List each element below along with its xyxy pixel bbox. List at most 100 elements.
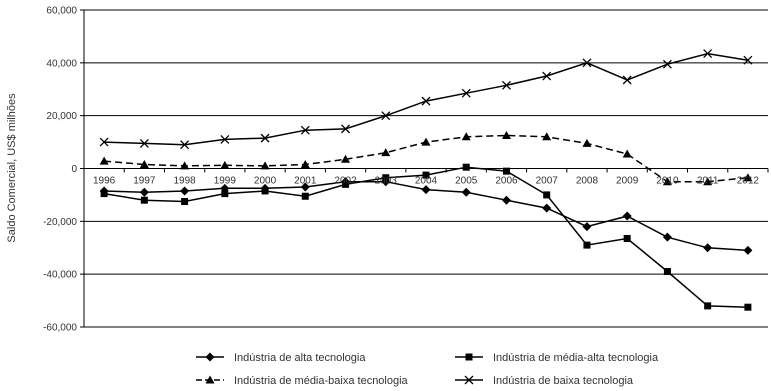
data-point [744, 303, 752, 311]
data-point [180, 140, 190, 150]
data-point [542, 132, 552, 141]
y-tick-label: -20,000 [43, 217, 77, 228]
y-tick-label: 40,000 [46, 58, 77, 69]
data-point [622, 211, 632, 221]
data-point [743, 245, 753, 255]
legend-marker [205, 352, 215, 362]
x-tick-label: 2000 [254, 176, 277, 187]
data-point [461, 88, 471, 98]
data-point [421, 96, 431, 106]
data-point [622, 75, 632, 85]
data-point [301, 192, 309, 200]
data-point [703, 243, 713, 253]
data-point [260, 133, 270, 143]
series-diamond [99, 177, 753, 255]
data-point [622, 149, 632, 158]
data-point [582, 222, 592, 232]
y-tick-label: -60,000 [43, 323, 77, 334]
legend-entry: Indústria de baixa tecnologia [455, 375, 634, 387]
y-tick-label: 0 [71, 164, 77, 175]
tick-labels: 60,000 40,000 20,000 0 -20,000 -40,000 -60,000… [43, 6, 759, 334]
data-point [703, 49, 713, 59]
data-point [139, 160, 149, 169]
data-point [341, 154, 351, 163]
data-point [381, 111, 391, 121]
legend-entry: Indústria de alta tecnologia [196, 352, 366, 364]
legend-entry: Indústria de média-baixa tecnologia [196, 375, 409, 387]
legend-label: Indústria de alta tecnologia [234, 352, 366, 364]
x-tick-label: 2002 [334, 176, 357, 187]
legend-entry: Indústria de média-alta tecnologia [455, 352, 659, 364]
data-point [663, 268, 671, 276]
series-triangle [99, 130, 753, 186]
x-tick-label: 1999 [214, 176, 237, 187]
y-tick-label: -40,000 [43, 270, 77, 281]
data-point [662, 177, 672, 186]
legend-marker [464, 375, 474, 385]
data-point [341, 124, 350, 134]
data-point [140, 196, 148, 204]
series-x [99, 49, 753, 150]
data-point [180, 186, 190, 196]
x-tick-label: 2004 [415, 176, 438, 187]
data-point [221, 190, 229, 198]
data-point [623, 235, 631, 243]
x-tick-label: 2010 [656, 176, 679, 187]
data-point [180, 161, 190, 170]
legend-marker [205, 375, 215, 384]
data-point [703, 177, 713, 186]
data-point [704, 302, 712, 310]
data-point [382, 174, 390, 182]
data-point [220, 134, 230, 144]
legend-label: Indústria de baixa tecnologia [493, 375, 634, 387]
y-axis-title: Saldo Comercial, US$ milhões [6, 93, 18, 243]
data-point [501, 130, 511, 139]
data-point [743, 173, 753, 182]
data-point [462, 163, 470, 171]
data-point [421, 137, 431, 146]
x-tick-label: 2009 [616, 176, 639, 187]
x-tick-label: 2006 [495, 176, 518, 187]
x-tick-label: 1998 [173, 176, 196, 187]
legend-label: Indústria de média-alta tecnologia [493, 352, 659, 364]
data-point [422, 171, 430, 179]
data-point [543, 191, 551, 199]
data-point [181, 198, 189, 206]
x-tick-label: 2003 [375, 176, 398, 187]
data-point [461, 187, 471, 197]
y-tick-label: 20,000 [46, 111, 77, 122]
data-point [583, 241, 591, 249]
data-point [582, 138, 592, 147]
series-square [100, 163, 752, 311]
legend-marker [465, 353, 473, 361]
y-tick-label: 60,000 [46, 6, 77, 17]
legend-label: Indústria de média-baixa tecnologia [234, 375, 409, 387]
data-point [99, 137, 109, 147]
x-tick-label: 2001 [294, 176, 317, 187]
data-point [582, 58, 592, 68]
data-point [220, 160, 230, 169]
data-point [300, 182, 310, 192]
data-point [300, 160, 310, 169]
data-point [542, 203, 552, 213]
data-point [381, 148, 391, 157]
data-point [342, 180, 350, 188]
data-point [260, 161, 270, 170]
data-point [662, 232, 672, 242]
x-tick-label: 2012 [737, 176, 760, 187]
data-point [139, 138, 149, 148]
x-tick-label: 2005 [455, 176, 478, 187]
data-point [300, 125, 310, 135]
data-point [501, 195, 511, 205]
series-line [104, 52, 749, 146]
x-tick-label: 1997 [133, 176, 156, 187]
x-tick-label: 1996 [93, 176, 116, 187]
data-point [542, 71, 552, 81]
x-tick-label: 2007 [536, 176, 559, 187]
data-point [502, 80, 511, 90]
data-point [461, 132, 471, 141]
data-point [139, 187, 149, 197]
data-point [502, 167, 510, 175]
